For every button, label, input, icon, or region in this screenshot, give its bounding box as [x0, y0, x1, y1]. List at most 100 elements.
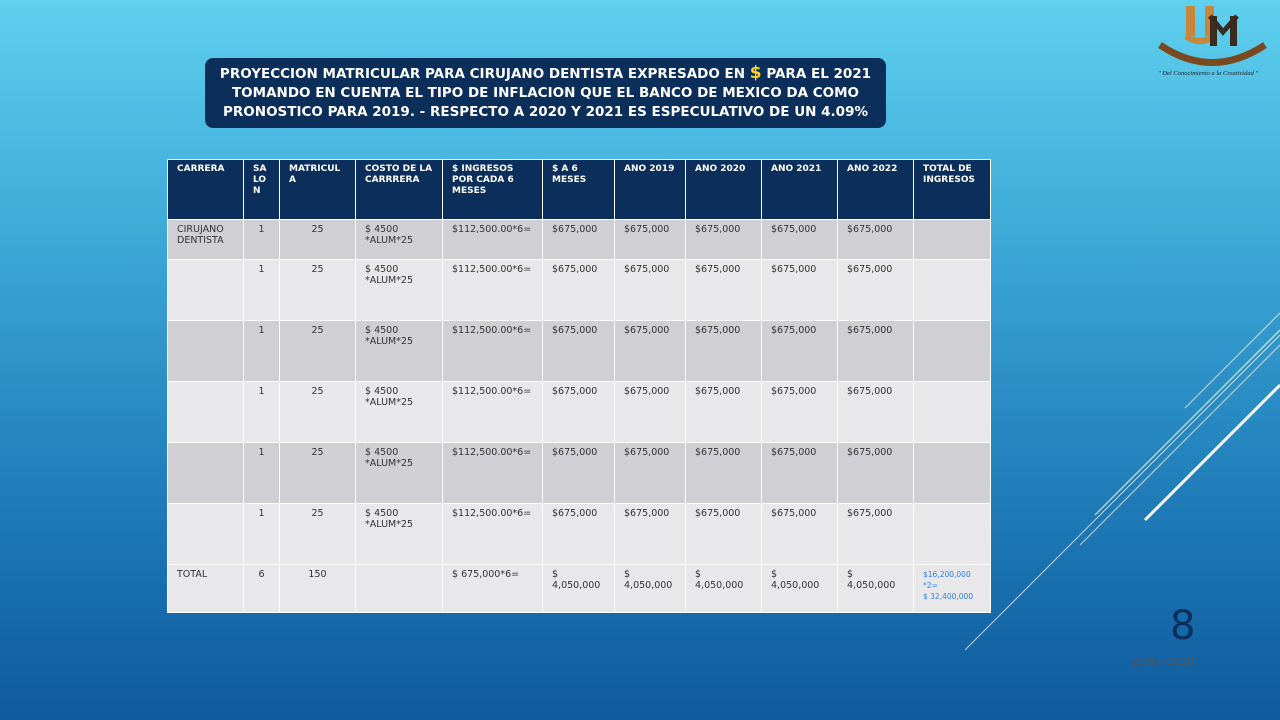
cell-2021: $675,000 — [761, 259, 838, 321]
col-header-costo: COSTO DE LA CARRRERA — [355, 159, 443, 220]
grand-total-line-1: $16,200,000 — [923, 570, 971, 579]
cell-ingresos: $112,500.00*6= — [442, 320, 543, 382]
col-header-2020: ANO 2020 — [685, 159, 762, 220]
cell-total — [913, 259, 991, 321]
cell-matricula: 25 — [279, 442, 356, 504]
cell-2019: $675,000 — [614, 320, 686, 382]
cell-2022: $675,000 — [837, 442, 914, 504]
cell-6-meses: $675,000 — [542, 259, 615, 321]
col-header-carrera: CARRERA — [167, 159, 244, 220]
table-row: 1 25 $ 4500 *ALUM*25 $112,500.00*6= $675… — [167, 320, 991, 382]
cell-total — [913, 320, 991, 382]
table-row: 1 25 $ 4500 *ALUM*25 $112,500.00*6= $675… — [167, 442, 991, 504]
cell-carrera — [167, 503, 244, 565]
cell-2022: $675,000 — [837, 219, 914, 260]
col-header-salon: SA LO N — [243, 159, 280, 220]
table-row: 1 25 $ 4500 *ALUM*25 $112,500.00*6= $675… — [167, 259, 991, 321]
slide-date: 25/01/2019 — [1131, 655, 1195, 668]
cell-costo: $ 4500 *ALUM*25 — [355, 503, 443, 565]
table-row: 1 25 $ 4500 *ALUM*25 $112,500.00*6= $675… — [167, 503, 991, 565]
col-header-2021: ANO 2021 — [761, 159, 838, 220]
page-number: 8 — [1170, 603, 1196, 649]
cell-2021: $675,000 — [761, 442, 838, 504]
cell-2019: $675,000 — [614, 381, 686, 443]
col-header-total: TOTAL DE INGRESOS — [913, 159, 991, 220]
cell-total-costo — [355, 564, 443, 613]
title-line-3: PRONOSTICO PARA 2019. - RESPECTO A 2020 … — [223, 104, 868, 120]
cell-carrera — [167, 259, 244, 321]
grand-total-line-3: $ 32,400,000 — [923, 592, 974, 601]
cell-salon: 1 — [243, 219, 280, 260]
cell-salon: 1 — [243, 259, 280, 321]
projection-table: CARRERA SA LO N MATRICUL A COSTO DE LA C… — [167, 159, 991, 613]
title-line-2: TOMANDO EN CUENTA EL TIPO DE INFLACION Q… — [231, 85, 860, 101]
cell-2022: $675,000 — [837, 503, 914, 565]
cell-salon: 1 — [243, 503, 280, 565]
cell-2020: $675,000 — [685, 442, 762, 504]
cell-total — [913, 219, 991, 260]
cell-2019: $675,000 — [614, 219, 686, 260]
cell-2022: $675,000 — [837, 320, 914, 382]
cell-carrera — [167, 442, 244, 504]
cell-total-salon: 6 — [243, 564, 280, 613]
cell-total — [913, 381, 991, 443]
cell-6-meses: $675,000 — [542, 381, 615, 443]
cell-2022: $675,000 — [837, 381, 914, 443]
cell-costo: $ 4500 *ALUM*25 — [355, 442, 443, 504]
cell-2022: $675,000 — [837, 259, 914, 321]
cell-ingresos: $112,500.00*6= — [442, 219, 543, 260]
cell-2020: $675,000 — [685, 259, 762, 321]
title-line-1: PROYECCION MATRICULAR PARA CIRUJANO DENT… — [219, 63, 872, 83]
cell-6-meses: $675,000 — [542, 219, 615, 260]
slide-title: PROYECCION MATRICULAR PARA CIRUJANO DENT… — [205, 58, 886, 128]
university-logo: " Del Conocimiento a la Creatividad " — [1150, 0, 1275, 85]
cell-matricula: 25 — [279, 381, 356, 443]
cell-2020: $675,000 — [685, 320, 762, 382]
cell-carrera — [167, 320, 244, 382]
grand-total-line-2: *2= — [923, 581, 938, 590]
cell-ingresos: $112,500.00*6= — [442, 259, 543, 321]
cell-total-2020: $ 4,050,000 — [685, 564, 762, 613]
cell-costo: $ 4500 *ALUM*25 — [355, 259, 443, 321]
cell-salon: 1 — [243, 320, 280, 382]
logo-emblem-icon — [1158, 6, 1267, 66]
cell-grand-total: $16,200,000 *2= $ 32,400,000 — [913, 564, 991, 613]
cell-matricula: 25 — [279, 219, 356, 260]
cell-costo: $ 4500 *ALUM*25 — [355, 381, 443, 443]
cell-total — [913, 503, 991, 565]
cell-2021: $675,000 — [761, 503, 838, 565]
col-header-matricula: MATRICUL A — [279, 159, 356, 220]
cell-6-meses: $675,000 — [542, 320, 615, 382]
cell-matricula: 25 — [279, 320, 356, 382]
cell-2020: $675,000 — [685, 381, 762, 443]
cell-total-ingresos: $ 675,000*6= — [442, 564, 543, 613]
col-header-6-meses: $ A 6 MESES — [542, 159, 615, 220]
cell-total — [913, 442, 991, 504]
cell-6-meses: $675,000 — [542, 442, 615, 504]
cell-2019: $675,000 — [614, 503, 686, 565]
cell-2020: $675,000 — [685, 219, 762, 260]
cell-carrera — [167, 381, 244, 443]
cell-total-2019: $ 4,050,000 — [614, 564, 686, 613]
cell-2019: $675,000 — [614, 259, 686, 321]
cell-total-6-meses: $ 4,050,000 — [542, 564, 615, 613]
cell-total-2022: $ 4,050,000 — [837, 564, 914, 613]
col-header-ingresos: $ INGRESOS POR CADA 6 MESES — [442, 159, 543, 220]
cell-costo: $ 4500 *ALUM*25 — [355, 219, 443, 260]
logo-tagline: " Del Conocimiento a la Creatividad " — [1158, 70, 1259, 77]
cell-matricula: 25 — [279, 259, 356, 321]
cell-carrera: CIRUJANO DENTISTA — [167, 219, 244, 260]
cell-total-2021: $ 4,050,000 — [761, 564, 838, 613]
table-row: CIRUJANO DENTISTA 1 25 $ 4500 *ALUM*25 $… — [167, 219, 991, 260]
cell-costo: $ 4500 *ALUM*25 — [355, 320, 443, 382]
cell-salon: 1 — [243, 442, 280, 504]
cell-matricula: 25 — [279, 503, 356, 565]
cell-2021: $675,000 — [761, 320, 838, 382]
col-header-2022: ANO 2022 — [837, 159, 914, 220]
table-total-row: TOTAL 6 150 $ 675,000*6= $ 4,050,000 $ 4… — [167, 564, 991, 613]
table-header-row: CARRERA SA LO N MATRICUL A COSTO DE LA C… — [167, 159, 991, 220]
cell-6-meses: $675,000 — [542, 503, 615, 565]
col-header-2019: ANO 2019 — [614, 159, 686, 220]
cell-ingresos: $112,500.00*6= — [442, 381, 543, 443]
